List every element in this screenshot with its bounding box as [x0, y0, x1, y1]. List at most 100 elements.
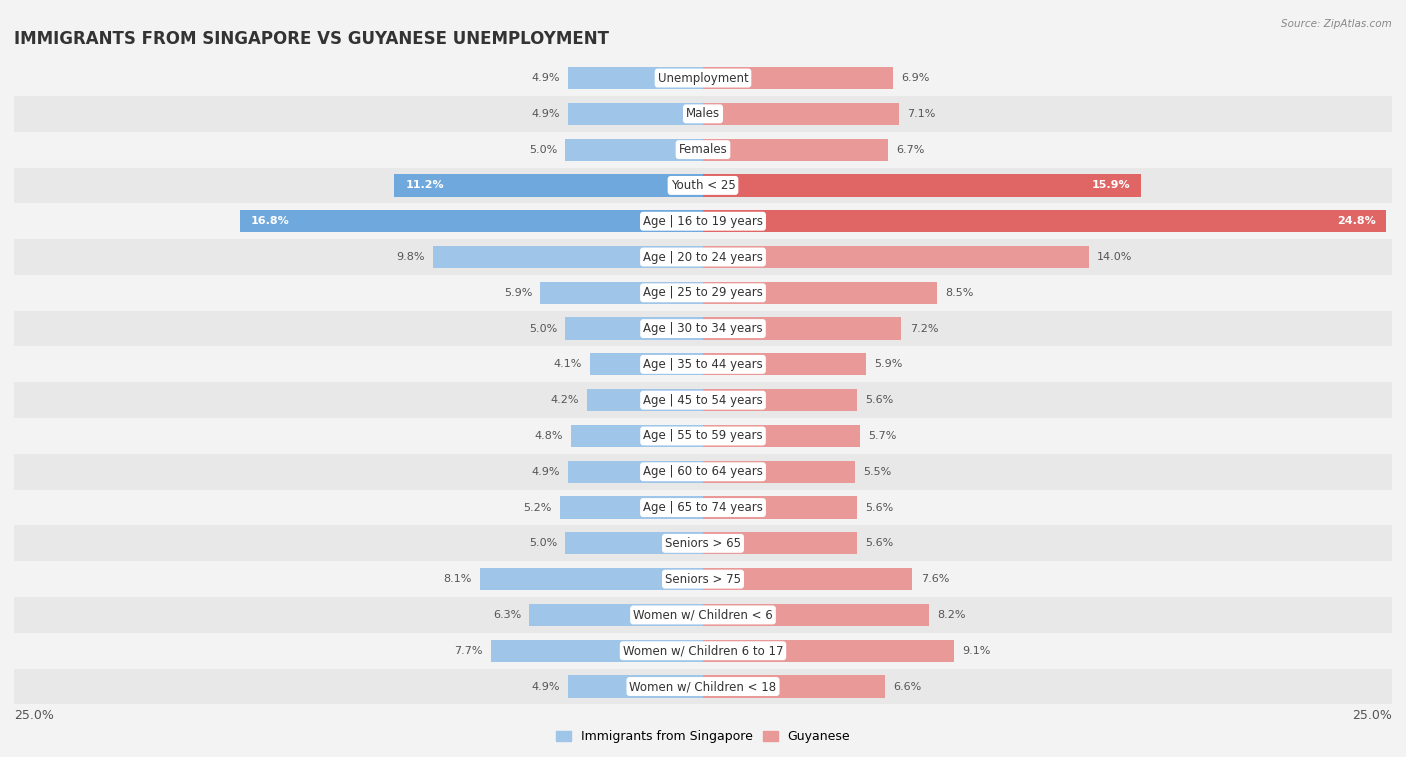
Bar — [703, 425, 860, 447]
Text: 25.0%: 25.0% — [14, 709, 53, 721]
Bar — [14, 668, 1392, 705]
Bar — [14, 132, 1392, 167]
Bar — [703, 604, 929, 626]
Text: 16.8%: 16.8% — [252, 217, 290, 226]
Text: 9.8%: 9.8% — [396, 252, 425, 262]
Bar — [703, 354, 866, 375]
Text: 4.9%: 4.9% — [531, 681, 560, 692]
Bar — [14, 60, 1392, 96]
Text: Age | 45 to 54 years: Age | 45 to 54 years — [643, 394, 763, 407]
Bar — [14, 525, 1392, 561]
Text: 4.9%: 4.9% — [531, 109, 560, 119]
Bar — [14, 275, 1392, 310]
Text: 14.0%: 14.0% — [1097, 252, 1132, 262]
Text: 15.9%: 15.9% — [1091, 180, 1130, 191]
Text: Age | 55 to 59 years: Age | 55 to 59 years — [643, 429, 763, 443]
Bar — [588, 389, 703, 411]
Bar — [703, 317, 901, 340]
Bar — [703, 282, 938, 304]
Text: Youth < 25: Youth < 25 — [671, 179, 735, 192]
Bar — [703, 640, 953, 662]
Bar — [14, 167, 1392, 204]
Bar — [14, 418, 1392, 454]
Bar — [703, 461, 855, 483]
Text: Age | 30 to 34 years: Age | 30 to 34 years — [643, 322, 763, 335]
Bar — [14, 382, 1392, 418]
Bar — [491, 640, 703, 662]
Bar — [14, 347, 1392, 382]
Text: 5.6%: 5.6% — [866, 538, 894, 548]
Bar — [433, 246, 703, 268]
Text: 6.6%: 6.6% — [893, 681, 921, 692]
Text: 5.0%: 5.0% — [529, 538, 557, 548]
Bar — [560, 497, 703, 519]
Text: 6.3%: 6.3% — [494, 610, 522, 620]
Bar — [14, 239, 1392, 275]
Text: Seniors > 75: Seniors > 75 — [665, 572, 741, 586]
Text: 5.6%: 5.6% — [866, 503, 894, 512]
Bar — [568, 461, 703, 483]
Text: 5.2%: 5.2% — [523, 503, 551, 512]
Bar — [703, 67, 893, 89]
Text: 4.1%: 4.1% — [554, 360, 582, 369]
Text: Age | 60 to 64 years: Age | 60 to 64 years — [643, 466, 763, 478]
Legend: Immigrants from Singapore, Guyanese: Immigrants from Singapore, Guyanese — [551, 725, 855, 748]
Bar — [568, 103, 703, 125]
Bar — [703, 139, 887, 160]
Bar — [14, 490, 1392, 525]
Text: Age | 16 to 19 years: Age | 16 to 19 years — [643, 215, 763, 228]
Text: Women w/ Children < 6: Women w/ Children < 6 — [633, 609, 773, 621]
Bar — [703, 497, 858, 519]
Text: 7.2%: 7.2% — [910, 323, 938, 334]
Text: Females: Females — [679, 143, 727, 156]
Bar — [14, 633, 1392, 668]
Text: 8.2%: 8.2% — [938, 610, 966, 620]
Text: Age | 35 to 44 years: Age | 35 to 44 years — [643, 358, 763, 371]
Text: 24.8%: 24.8% — [1337, 217, 1375, 226]
Text: 9.1%: 9.1% — [962, 646, 990, 656]
Text: Age | 20 to 24 years: Age | 20 to 24 years — [643, 251, 763, 263]
Text: 6.7%: 6.7% — [896, 145, 924, 154]
Text: Seniors > 65: Seniors > 65 — [665, 537, 741, 550]
Bar — [565, 139, 703, 160]
Bar — [703, 675, 884, 698]
Bar — [591, 354, 703, 375]
Text: 5.7%: 5.7% — [869, 431, 897, 441]
Text: 8.1%: 8.1% — [443, 574, 471, 584]
Bar — [565, 532, 703, 554]
Text: Age | 65 to 74 years: Age | 65 to 74 years — [643, 501, 763, 514]
Text: Unemployment: Unemployment — [658, 72, 748, 85]
Text: 7.6%: 7.6% — [921, 574, 949, 584]
Text: 4.8%: 4.8% — [534, 431, 562, 441]
Text: 4.9%: 4.9% — [531, 73, 560, 83]
Text: 5.0%: 5.0% — [529, 145, 557, 154]
Text: 5.6%: 5.6% — [866, 395, 894, 405]
Text: 6.9%: 6.9% — [901, 73, 929, 83]
Bar — [703, 568, 912, 590]
Text: 7.7%: 7.7% — [454, 646, 482, 656]
Text: Women w/ Children 6 to 17: Women w/ Children 6 to 17 — [623, 644, 783, 657]
Bar — [703, 174, 1142, 197]
Bar — [14, 96, 1392, 132]
Text: IMMIGRANTS FROM SINGAPORE VS GUYANESE UNEMPLOYMENT: IMMIGRANTS FROM SINGAPORE VS GUYANESE UN… — [14, 30, 609, 48]
Bar — [703, 389, 858, 411]
Bar — [568, 675, 703, 698]
Bar — [703, 210, 1386, 232]
Bar — [14, 454, 1392, 490]
Bar — [394, 174, 703, 197]
Bar — [571, 425, 703, 447]
Text: Source: ZipAtlas.com: Source: ZipAtlas.com — [1281, 19, 1392, 29]
Text: 25.0%: 25.0% — [1353, 709, 1392, 721]
Bar — [14, 597, 1392, 633]
Bar — [14, 310, 1392, 347]
Text: 4.2%: 4.2% — [551, 395, 579, 405]
Bar — [14, 561, 1392, 597]
Text: Males: Males — [686, 107, 720, 120]
Bar — [703, 103, 898, 125]
Text: 4.9%: 4.9% — [531, 467, 560, 477]
Text: 5.9%: 5.9% — [875, 360, 903, 369]
Text: Age | 25 to 29 years: Age | 25 to 29 years — [643, 286, 763, 299]
Bar — [703, 532, 858, 554]
Text: 8.5%: 8.5% — [945, 288, 974, 298]
Bar — [479, 568, 703, 590]
